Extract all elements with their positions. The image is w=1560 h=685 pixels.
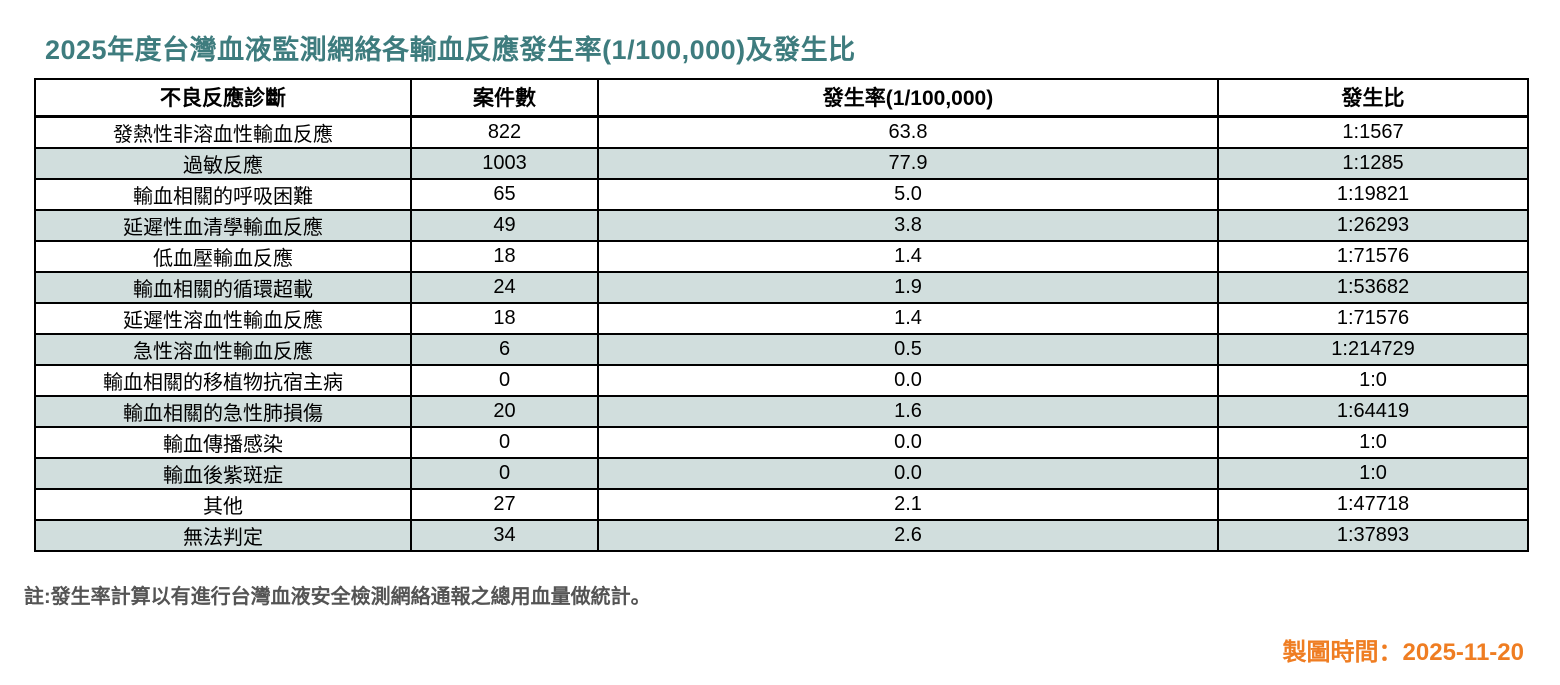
case-count-cell: 27 — [410, 487, 599, 521]
diagnosis-cell: 輸血相關的呼吸困難 — [34, 177, 412, 211]
ratio-cell: 1:0 — [1217, 363, 1529, 397]
table-row: 輸血傳播感染 0 0.0 1:0 — [34, 425, 1529, 459]
case-count-cell: 18 — [410, 301, 599, 335]
reaction-table: 不良反應診斷 案件數 發生率(1/100,000) 發生比 發熱性非溶血性輸血反應 82… — [34, 78, 1529, 552]
chart-generated-timestamp: 製圖時間：2025-11-20 — [1282, 639, 1524, 666]
table-row: 延遲性溶血性輸血反應 18 1.4 1:71576 — [34, 301, 1529, 335]
table-row: 過敏反應 1003 77.9 1:1285 — [34, 146, 1529, 180]
case-count-cell: 6 — [410, 332, 599, 366]
rate-cell: 3.8 — [597, 208, 1219, 242]
table-row: 輸血相關的循環超載 24 1.9 1:53682 — [34, 270, 1529, 304]
table-row: 輸血相關的移植物抗宿主病 0 0.0 1:0 — [34, 363, 1529, 397]
case-count-cell: 822 — [410, 115, 599, 149]
case-count-cell: 18 — [410, 239, 599, 273]
ratio-cell: 1:37893 — [1217, 518, 1529, 552]
table-row: 延遲性血清學輸血反應 49 3.8 1:26293 — [34, 208, 1529, 242]
ratio-cell: 1:214729 — [1217, 332, 1529, 366]
col-header-rate: 發生率(1/100,000) — [597, 78, 1219, 118]
table-row: 急性溶血性輸血反應 6 0.5 1:214729 — [34, 332, 1529, 366]
ratio-cell: 1:0 — [1217, 456, 1529, 490]
ratio-cell: 1:71576 — [1217, 301, 1529, 335]
diagnosis-cell: 其他 — [34, 487, 412, 521]
col-header-ratio: 發生比 — [1217, 78, 1529, 118]
diagnosis-cell: 過敏反應 — [34, 146, 412, 180]
table-row: 發熱性非溶血性輸血反應 822 63.8 1:1567 — [34, 115, 1529, 149]
case-count-cell: 34 — [410, 518, 599, 552]
table-row: 輸血相關的呼吸困難 65 5.0 1:19821 — [34, 177, 1529, 211]
col-header-case-count: 案件數 — [410, 78, 599, 118]
ratio-cell: 1:1285 — [1217, 146, 1529, 180]
rate-cell: 0.0 — [597, 363, 1219, 397]
table-row: 輸血相關的急性肺損傷 20 1.6 1:64419 — [34, 394, 1529, 428]
diagnosis-cell: 輸血傳播感染 — [34, 425, 412, 459]
ratio-cell: 1:19821 — [1217, 177, 1529, 211]
page-title: 2025年度台灣血液監測網絡各輸血反應發生率(1/100,000)及發生比 — [45, 35, 856, 65]
diagnosis-cell: 延遲性血清學輸血反應 — [34, 208, 412, 242]
diagnosis-cell: 輸血相關的急性肺損傷 — [34, 394, 412, 428]
diagnosis-cell: 延遲性溶血性輸血反應 — [34, 301, 412, 335]
case-count-cell: 0 — [410, 363, 599, 397]
ratio-cell: 1:71576 — [1217, 239, 1529, 273]
rate-cell: 1.4 — [597, 239, 1219, 273]
footnote-text: 註:發生率計算以有進行台灣血液安全檢測網絡通報之總用血量做統計。 — [24, 586, 651, 608]
ratio-cell: 1:0 — [1217, 425, 1529, 459]
ratio-cell: 1:64419 — [1217, 394, 1529, 428]
case-count-cell: 49 — [410, 208, 599, 242]
ratio-cell: 1:26293 — [1217, 208, 1529, 242]
rate-cell: 2.6 — [597, 518, 1219, 552]
rate-cell: 0.5 — [597, 332, 1219, 366]
rate-cell: 1.6 — [597, 394, 1219, 428]
case-count-cell: 20 — [410, 394, 599, 428]
diagnosis-cell: 輸血相關的循環超載 — [34, 270, 412, 304]
ratio-cell: 1:1567 — [1217, 115, 1529, 149]
ratio-cell: 1:47718 — [1217, 487, 1529, 521]
ratio-cell: 1:53682 — [1217, 270, 1529, 304]
case-count-cell: 1003 — [410, 146, 599, 180]
rate-cell: 63.8 — [597, 115, 1219, 149]
diagnosis-cell: 無法判定 — [34, 518, 412, 552]
diagnosis-cell: 急性溶血性輸血反應 — [34, 332, 412, 366]
case-count-cell: 0 — [410, 456, 599, 490]
rate-cell: 0.0 — [597, 425, 1219, 459]
case-count-cell: 0 — [410, 425, 599, 459]
diagnosis-cell: 發熱性非溶血性輸血反應 — [34, 115, 412, 149]
diagnosis-cell: 輸血相關的移植物抗宿主病 — [34, 363, 412, 397]
case-count-cell: 24 — [410, 270, 599, 304]
diagnosis-cell: 低血壓輸血反應 — [34, 239, 412, 273]
rate-cell: 1.9 — [597, 270, 1219, 304]
table-header-row: 不良反應診斷 案件數 發生率(1/100,000) 發生比 — [34, 78, 1529, 118]
rate-cell: 0.0 — [597, 456, 1219, 490]
table-row: 輸血後紫斑症 0 0.0 1:0 — [34, 456, 1529, 490]
rate-cell: 5.0 — [597, 177, 1219, 211]
diagnosis-cell: 輸血後紫斑症 — [34, 456, 412, 490]
table-row: 低血壓輸血反應 18 1.4 1:71576 — [34, 239, 1529, 273]
table-row: 其他 27 2.1 1:47718 — [34, 487, 1529, 521]
table-row: 無法判定 34 2.6 1:37893 — [34, 518, 1529, 552]
reaction-table-body: 發熱性非溶血性輸血反應 822 63.8 1:1567 過敏反應 1003 77.9 1:12… — [34, 115, 1529, 552]
rate-cell: 2.1 — [597, 487, 1219, 521]
col-header-diagnosis: 不良反應診斷 — [34, 78, 412, 118]
case-count-cell: 65 — [410, 177, 599, 211]
rate-cell: 1.4 — [597, 301, 1219, 335]
rate-cell: 77.9 — [597, 146, 1219, 180]
